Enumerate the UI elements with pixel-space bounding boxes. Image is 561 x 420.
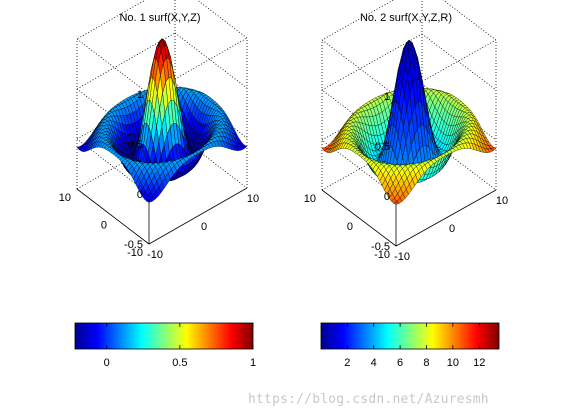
- y-tick-label: 0: [101, 220, 107, 232]
- colorbar-tick-label: 0.5: [172, 357, 187, 369]
- z-tick-label: 0.5: [375, 141, 390, 153]
- colorbar-tick-label: 4: [371, 357, 377, 369]
- grid-line: [321, 33, 423, 91]
- colorbar-gradient: [320, 322, 500, 350]
- grid-line: [174, 32, 248, 89]
- colorbar-tick-label: 0: [104, 357, 110, 369]
- grid-line: [421, 33, 497, 91]
- box-edge: [321, 0, 395, 41]
- grid-line: [76, 82, 176, 140]
- box-edge: [321, 39, 397, 97]
- colorbar-tick-label: 12: [473, 357, 485, 369]
- x-tick-label: 0: [449, 223, 455, 235]
- y-tick-label: 0: [347, 221, 353, 233]
- x-axis-line: [148, 187, 248, 245]
- box-edge: [76, 38, 150, 95]
- box-edge: [442, 0, 497, 41]
- y-tick-label: 10: [59, 192, 71, 204]
- z-tick-label: 0: [384, 191, 390, 203]
- subplot-2-colorbar: 2 4 6 8 10 12: [320, 322, 500, 369]
- watermark: https://blog.csdn.net/Azuresmh: [248, 392, 489, 407]
- grid-line: [76, 32, 176, 90]
- z-tick-label: 1: [384, 91, 390, 103]
- y-axis-line: [321, 189, 397, 247]
- y-tick-label: 10: [304, 193, 316, 205]
- subplot-2-surface: [321, 39, 497, 205]
- x-axis-line: [395, 189, 497, 247]
- subplot-2: No. 2 surf(X,Y,Z,R) -0.5 0 0.5 1 -10 0 10 -10 0 1…: [304, 0, 508, 369]
- subplot-1-surface: [76, 37, 248, 203]
- box-edge: [395, 39, 497, 97]
- z-tick-label: -0.5: [371, 241, 390, 253]
- z-tick-label: 0.5: [128, 139, 143, 151]
- z-tick-label: 0: [137, 189, 143, 201]
- x-tick-label: 10: [247, 193, 259, 205]
- subplot-2-title: No. 2 surf(X,Y,Z,R): [360, 12, 452, 24]
- subplot-1: No. 1 surf(X,Y,Z) -0.500.51-10010-10010 …: [59, 0, 259, 369]
- subplot-1-title: No. 1 surf(X,Y,Z): [119, 12, 200, 24]
- subplot-1-colorbar: 0 0.5 1: [74, 322, 256, 369]
- colorbar-tick-label: 2: [344, 357, 350, 369]
- colorbar-tick-label: 1: [250, 357, 256, 369]
- surface-patch: [146, 199, 153, 203]
- box-edge: [196, 0, 248, 39]
- x-tick-label: 0: [201, 221, 207, 233]
- y-tick-label: -10: [374, 249, 390, 261]
- surface-patch: [393, 200, 400, 205]
- x-tick-label: -10: [394, 251, 410, 263]
- box-edge: [76, 132, 176, 190]
- y-tick-label: -10: [127, 247, 143, 259]
- colorbar-tick-label: 8: [423, 357, 429, 369]
- y-axis-line: [76, 188, 150, 245]
- z-tick-label: 1: [137, 89, 143, 101]
- colorbar-tick-label: 6: [397, 357, 403, 369]
- x-tick-label: -10: [147, 249, 163, 261]
- colorbar-tick-label: 10: [447, 357, 459, 369]
- colorbar-gradient: [74, 322, 254, 350]
- subplot-1-ticks: -0.5 0 0.5 1 -10 0 10 -10 0 10: [59, 89, 259, 261]
- x-tick-label: 10: [496, 195, 508, 207]
- subplot-2-ticks: -0.5 0 0.5 1 -10 0 10 -10 0 10: [304, 91, 508, 263]
- z-tick-label: -0.5: [124, 239, 143, 251]
